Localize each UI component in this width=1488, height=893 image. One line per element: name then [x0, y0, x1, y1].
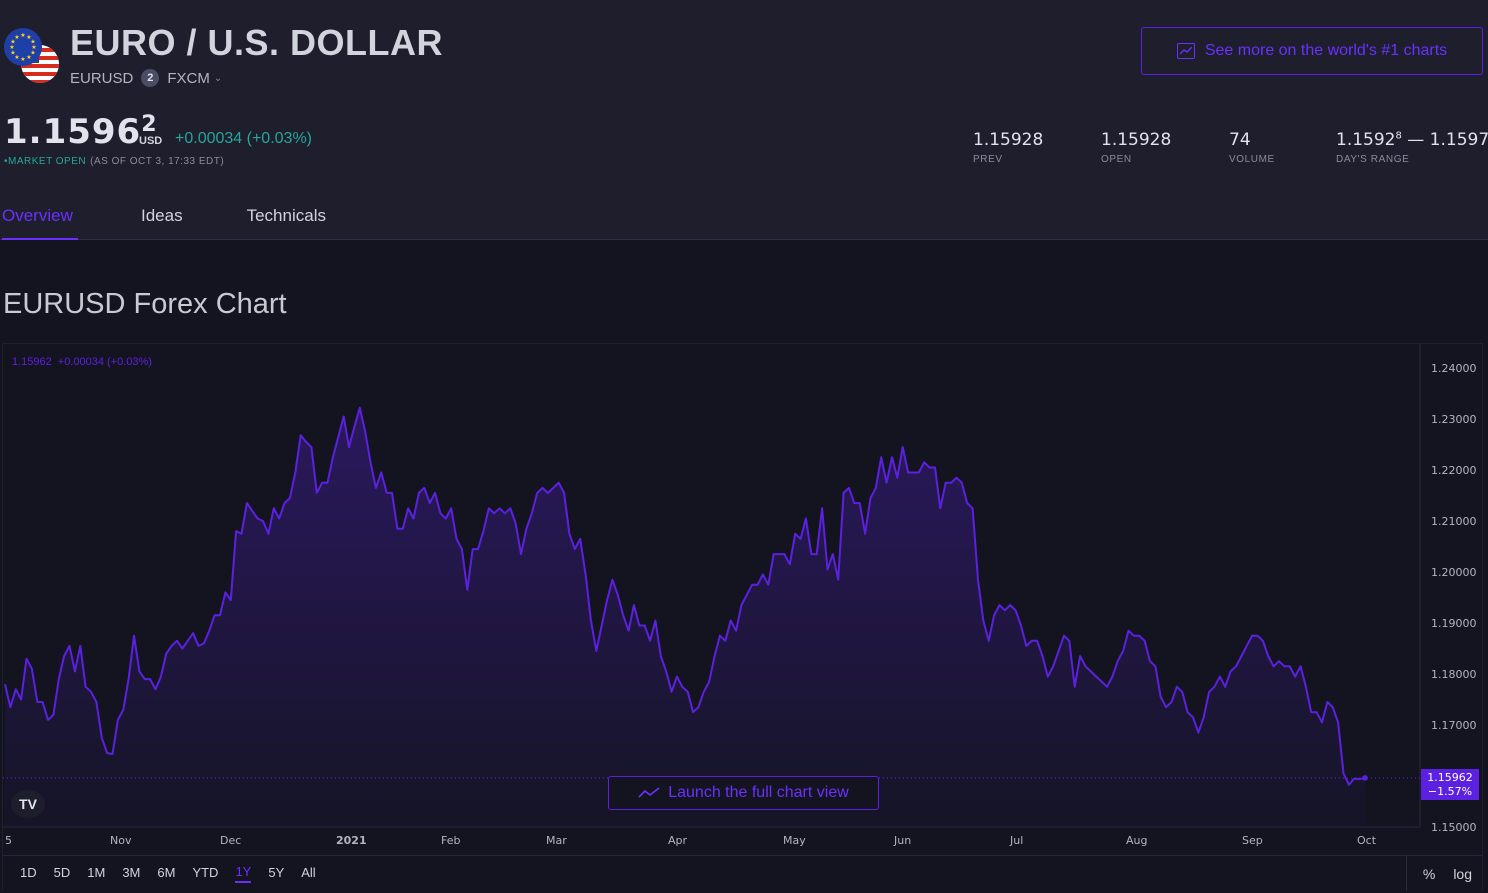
stat-open: 1.15928 OPEN: [1101, 130, 1171, 165]
stat-days-range-value: 1.15928 — 1.15979: [1336, 130, 1488, 150]
stat-prev-value: 1.15928: [973, 130, 1044, 150]
x-tick-label: Jul: [1009, 834, 1023, 847]
range-1m[interactable]: 1M: [87, 864, 106, 880]
chart-line-icon: [638, 787, 660, 798]
svg-text:★: ★: [30, 39, 35, 46]
provider-badge-icon: 2: [141, 69, 160, 87]
x-tick-label: May: [783, 834, 806, 847]
range-3m[interactable]: 3M: [122, 864, 141, 880]
last-price-superscript: 2: [141, 112, 158, 137]
tab-technicals[interactable]: Technicals: [246, 206, 326, 225]
stat-days-range: 1.15928 — 1.15979 DAY'S RANGE: [1336, 130, 1488, 165]
range-5d[interactable]: 5D: [53, 864, 71, 880]
legend-price: 1.15962: [12, 356, 52, 368]
svg-text:★: ★: [9, 44, 14, 51]
x-tick-label: Oct: [1357, 834, 1377, 847]
last-price-marker: [1362, 775, 1368, 781]
price-change: +0.00034 (+0.03%): [175, 130, 312, 147]
range-5y[interactable]: 5Y: [268, 864, 285, 880]
y-tick-label: 1.23000: [1431, 413, 1477, 426]
launch-full-chart-button[interactable]: Launch the full chart view: [608, 776, 879, 810]
y-tick-label: 1.22000: [1431, 464, 1477, 477]
chart-heading: EURUSD Forex Chart: [3, 288, 287, 320]
chart-icon: [1176, 43, 1195, 59]
svg-text:★: ★: [10, 39, 15, 46]
svg-text:★: ★: [20, 56, 25, 63]
scale-toggles: % log: [1405, 856, 1472, 891]
stat-open-label: OPEN: [1101, 154, 1132, 165]
quote-header-panel: [0, 0, 1488, 240]
tab-ideas[interactable]: Ideas: [141, 206, 183, 225]
x-tick-label: Feb: [441, 834, 460, 847]
eu-flag-icon: ★ ★★ ★★★ ★★★ ★★★: [4, 28, 42, 66]
see-more-charts-label: See more on the world's #1 charts: [1204, 42, 1448, 59]
x-tick-label: Sep: [1242, 834, 1263, 847]
range-1y[interactable]: 1Y: [235, 864, 252, 883]
last-price-tag-change: −1.57%: [1427, 785, 1473, 798]
last-price-tag-value: 1.15962: [1427, 771, 1473, 784]
price-area: [5, 407, 1365, 827]
stat-volume: 74 VOLUME: [1229, 130, 1275, 165]
range-selector: 1D 5D 1M 3M 6M YTD 1Y 5Y All % log: [3, 855, 1482, 891]
x-tick-label: Apr: [668, 834, 688, 847]
price-currency: USD: [139, 135, 163, 147]
price-chart[interactable]: 1.24000 1.23000 1.22000 1.21000 1.20000 1.190…: [3, 344, 1482, 855]
y-tick-label: 1.20000: [1431, 566, 1477, 579]
svg-text:★: ★: [26, 54, 31, 61]
range-1d[interactable]: 1D: [20, 864, 37, 880]
y-tick-label: 1.24000: [1431, 362, 1477, 375]
market-open-label: MARKET OPEN: [8, 156, 87, 167]
last-price-tag: 1.15962 −1.57%: [1421, 769, 1479, 800]
stat-prev: 1.15928 PREV: [973, 130, 1043, 165]
svg-text:★: ★: [10, 50, 15, 57]
chart-legend: 1.15962 +0.00034 (+0.03%): [12, 356, 152, 368]
log-scale-toggle[interactable]: log: [1453, 865, 1472, 882]
last-price: 1.15962: [4, 112, 158, 152]
provider-name[interactable]: FXCM: [167, 69, 210, 87]
tab-overview[interactable]: Overview: [2, 200, 78, 240]
svg-text:★: ★: [31, 44, 36, 51]
x-tick-label: Jun: [893, 834, 911, 847]
launch-full-chart-label: Launch the full chart view: [668, 784, 849, 801]
see-more-charts-button[interactable]: See more on the world's #1 charts: [1141, 27, 1483, 75]
stat-open-value: 1.15928: [1101, 130, 1172, 150]
market-open-dot-icon: •: [4, 156, 9, 167]
instrument-title: EURO / U.S. DOLLAR: [70, 22, 444, 63]
svg-text:★: ★: [20, 32, 25, 39]
section-tabs: Overview Ideas Technicals: [0, 200, 326, 240]
x-tick-label: Nov: [110, 834, 132, 847]
y-tick-label: 1.21000: [1431, 515, 1477, 528]
x-tick-label: Mar: [546, 834, 567, 847]
price-line: [4, 406, 1366, 786]
y-tick-label: 1.18000: [1431, 668, 1477, 681]
svg-text:★: ★: [14, 34, 19, 41]
range-6m[interactable]: 6M: [157, 864, 176, 880]
svg-text:★: ★: [26, 34, 31, 41]
x-tick-label: 5: [5, 834, 12, 847]
svg-text:★: ★: [30, 50, 35, 57]
symbol-line: EURUSD 2 FXCM ⌄: [70, 68, 222, 88]
market-status: •MARKET OPEN (AS OF OCT 3, 17:33 EDT): [4, 156, 224, 167]
as-of-time: (AS OF OCT 3, 17:33 EDT): [90, 156, 225, 167]
range-all[interactable]: All: [301, 864, 316, 880]
svg-text:★: ★: [14, 54, 19, 61]
y-tick-label: 1.19000: [1431, 617, 1477, 630]
x-tick-label: Dec: [220, 834, 241, 847]
stat-volume-value: 74: [1229, 130, 1251, 150]
x-tick-label: Aug: [1126, 834, 1147, 847]
y-tick-label: 1.15000: [1431, 821, 1477, 834]
percent-scale-toggle[interactable]: %: [1422, 865, 1436, 882]
stat-volume-label: VOLUME: [1229, 154, 1275, 165]
y-tick-label: 1.17000: [1431, 719, 1477, 732]
legend-change: +0.00034 (+0.03%): [57, 356, 152, 368]
stat-prev-label: PREV: [973, 154, 1003, 165]
stat-days-range-label: DAY'S RANGE: [1336, 154, 1410, 165]
tradingview-logo-icon[interactable]: TV: [11, 790, 45, 818]
currency-pair-logo: ★ ★★ ★★★ ★★★ ★★★: [4, 28, 59, 83]
symbol-ticker: EURUSD: [70, 69, 134, 87]
x-tick-label: 2021: [336, 834, 367, 847]
chart-widget[interactable]: 1.24000 1.23000 1.22000 1.21000 1.20000 1.190…: [2, 343, 1483, 891]
range-ytd[interactable]: YTD: [192, 864, 219, 880]
chevron-down-icon[interactable]: ⌄: [213, 72, 223, 84]
